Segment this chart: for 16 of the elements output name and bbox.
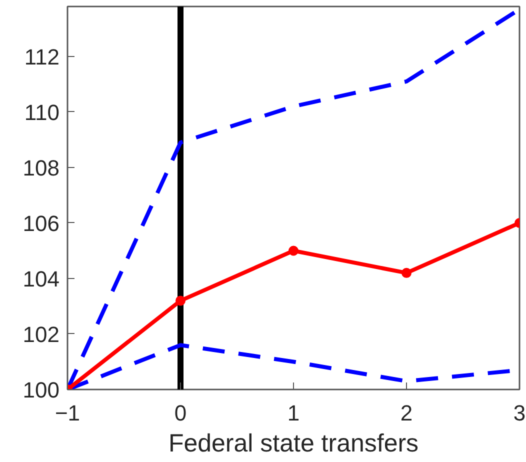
point xyxy=(402,268,412,278)
y-tick-label: 102 xyxy=(22,322,60,347)
x-tick-label: 2 xyxy=(400,400,413,426)
y-tick-label: 110 xyxy=(24,100,60,125)
y-tick-label: 106 xyxy=(22,210,60,236)
y-tick-label: 104 xyxy=(22,266,60,292)
point xyxy=(288,246,298,256)
x-tick-label: 1 xyxy=(287,400,300,426)
x-tick-label: −1 xyxy=(54,400,80,426)
x-tick-label: 0 xyxy=(174,400,187,426)
y-tick-label: 112 xyxy=(24,44,60,70)
point xyxy=(176,296,186,306)
x-tick-label: 3 xyxy=(513,400,526,426)
y-tick-label: 108 xyxy=(22,155,60,180)
x-axis-title: Federal state transfers xyxy=(168,430,419,458)
y-tick-label: 100 xyxy=(22,378,60,402)
